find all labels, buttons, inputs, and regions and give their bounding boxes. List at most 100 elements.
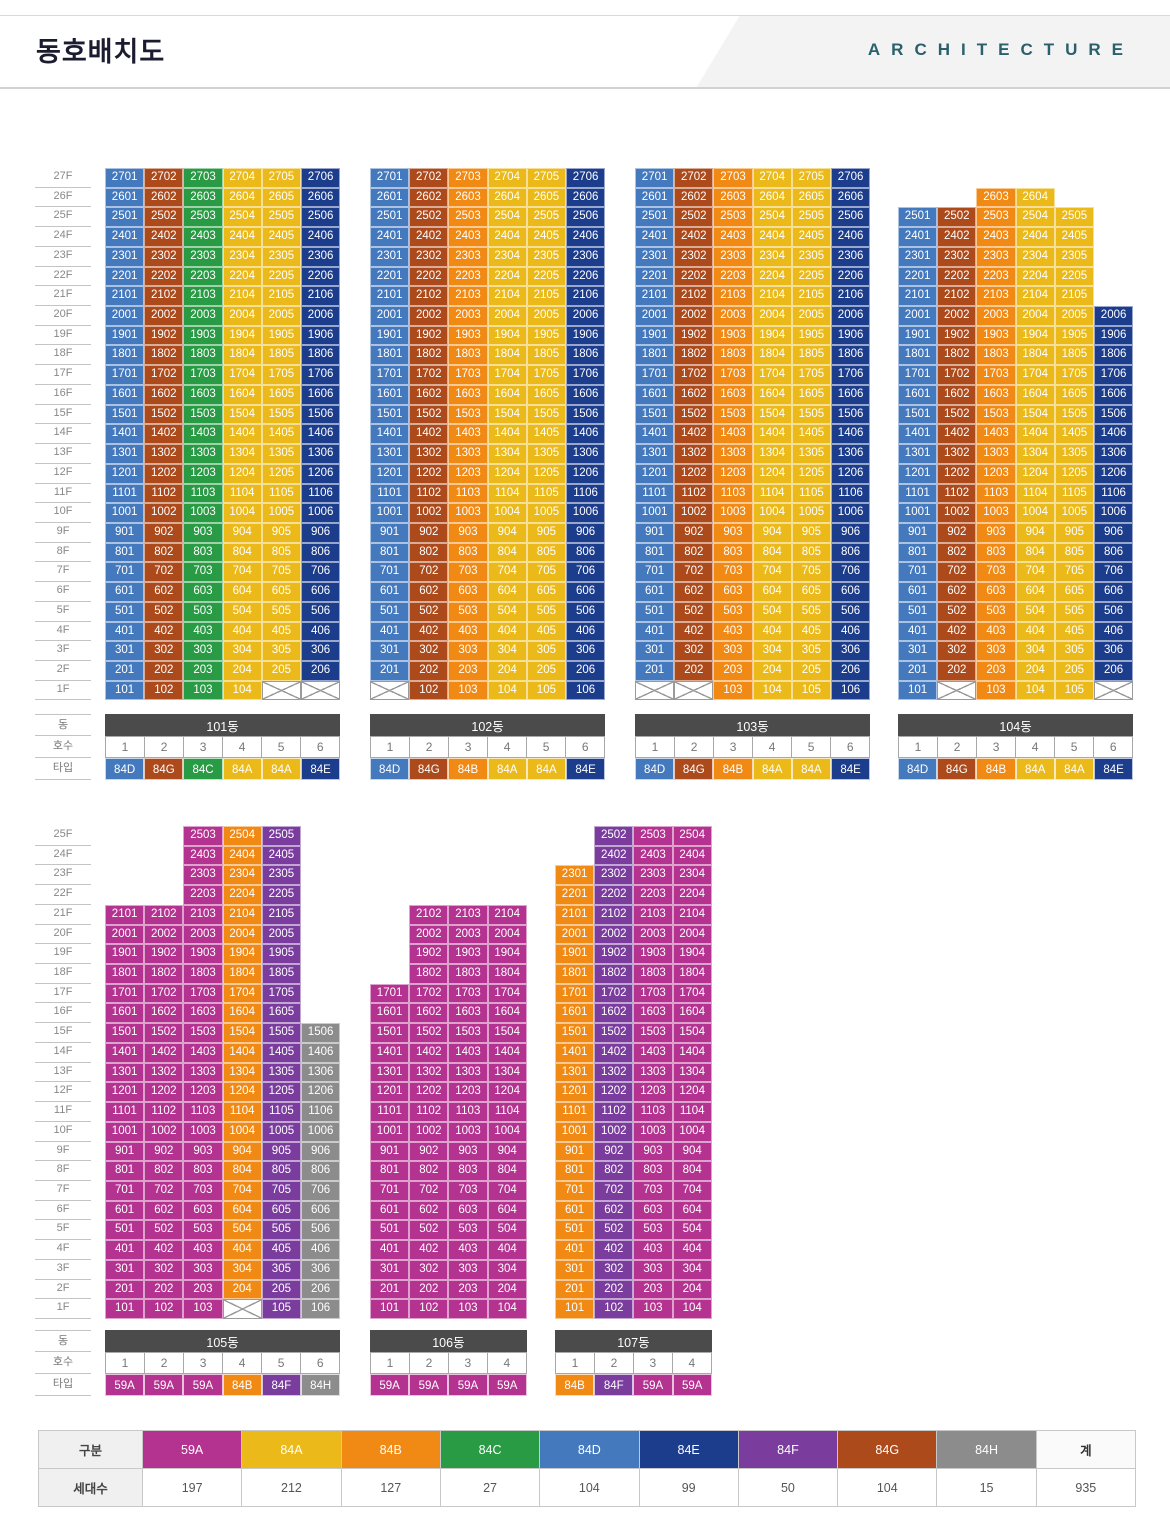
- unit-cell: 1202: [409, 463, 449, 484]
- unit-cell: 1903: [713, 325, 753, 346]
- unit-cell: 2605: [261, 187, 301, 208]
- unit-cell: 504: [752, 601, 792, 622]
- unit-cell: 201: [105, 1279, 145, 1300]
- unit-cell: 2603: [183, 187, 223, 208]
- unit-number-cell: 2: [408, 1353, 448, 1373]
- unit-cell: 1701: [370, 983, 410, 1004]
- unit-cell: 2604: [222, 187, 262, 208]
- unit-cell: 2501: [635, 207, 675, 228]
- unit-cell: 2403: [183, 845, 223, 866]
- unit-cell: 704: [752, 562, 792, 583]
- unit-cell: 1704: [222, 983, 262, 1004]
- unit-cell: 401: [898, 621, 938, 642]
- unit-cell: 2403: [183, 227, 223, 247]
- unit-cell: 2705: [526, 168, 566, 188]
- unit-cell: 2305: [526, 246, 566, 267]
- unit-cell: 1002: [674, 503, 714, 523]
- unit-cell: 2002: [937, 306, 977, 326]
- unit-cell: 1605: [791, 384, 831, 405]
- unit-cell: 1903: [633, 944, 673, 965]
- unit-cell: 2002: [144, 306, 184, 326]
- unit-cell: 602: [594, 1200, 634, 1221]
- unit-row-label: 호수: [35, 736, 91, 758]
- unit-cell: 701: [105, 562, 145, 583]
- unit-cell: 2202: [674, 266, 714, 287]
- unit-cell: 502: [409, 601, 449, 622]
- unit-cell: 1704: [1015, 365, 1055, 385]
- unit-cell: 605: [1054, 582, 1094, 602]
- unit-cell: 403: [713, 621, 753, 642]
- unit-cell: 201: [105, 661, 145, 681]
- unit-cell: 1501: [370, 1023, 410, 1043]
- unit-cell: 405: [1054, 621, 1094, 642]
- unit-cell: 1706: [1094, 365, 1134, 385]
- unit-cell: 1001: [370, 1121, 410, 1142]
- unit-cell: 1201: [555, 1082, 595, 1103]
- unit-cell: 1102: [409, 483, 449, 504]
- unit-cell: 1702: [409, 983, 449, 1004]
- unit-cell: 1806: [831, 345, 871, 366]
- unit-cell: 404: [487, 621, 527, 642]
- unit-cell: 2103: [183, 286, 223, 307]
- unit-cell: 1401: [370, 424, 410, 445]
- unit-cell: 603: [633, 1200, 673, 1221]
- unit-cell: 104: [1015, 680, 1055, 701]
- unit-cell: 1902: [144, 944, 184, 965]
- unit-cell: 803: [183, 542, 223, 563]
- unit-cell: 301: [898, 641, 938, 661]
- unit-cell: 1102: [937, 483, 977, 504]
- unit-cell: 2604: [752, 187, 792, 208]
- unit-cell: 1904: [672, 944, 712, 965]
- unit-cell: 901: [898, 522, 938, 543]
- unit-cell: 104: [487, 1299, 527, 1319]
- unit-cell: 103: [976, 680, 1016, 701]
- unit-cell: 1805: [261, 345, 301, 366]
- unit-cell: 604: [487, 582, 527, 602]
- unit-cell: 303: [183, 1259, 223, 1280]
- unit-cell: 1902: [144, 325, 184, 346]
- type-cell: 84G: [144, 758, 184, 780]
- unit-cell: 103: [448, 680, 488, 701]
- building-name-bar: 101동: [105, 714, 341, 736]
- type-row-label: 타입: [35, 758, 91, 780]
- unit-cell: 1905: [526, 325, 566, 346]
- unit-cell: 703: [633, 1180, 673, 1201]
- unit-number-cell: 1: [571, 1356, 579, 1370]
- unit-cell: 1901: [555, 944, 595, 965]
- unit-cell: 1102: [144, 483, 184, 504]
- unit-cell: 2102: [409, 904, 449, 925]
- floor-label: 1F: [35, 681, 91, 701]
- type-cell: 84A: [1015, 758, 1055, 780]
- unit-cell: 2004: [487, 306, 527, 326]
- unit-cell: 1904: [487, 944, 527, 965]
- unit-cell: 1701: [898, 365, 938, 385]
- unit-cell: 1801: [635, 345, 675, 366]
- unit-cell: 601: [370, 582, 410, 602]
- unit-cell: 302: [409, 1259, 449, 1280]
- unit-cell: 2004: [672, 924, 712, 945]
- unit-cell: 501: [898, 601, 938, 622]
- unit-cell: 202: [409, 1279, 449, 1300]
- type-cell: 84A: [261, 758, 302, 780]
- unit-cell: 2504: [672, 826, 712, 846]
- unit-cell: 602: [937, 582, 977, 602]
- unit-cell: 2403: [448, 227, 488, 247]
- unit-cell: 803: [713, 542, 753, 563]
- unit-cell: 2001: [105, 924, 145, 945]
- unit-cell: 605: [261, 582, 301, 602]
- unit-cell: 1303: [183, 444, 223, 464]
- unit-cell: 2701: [635, 168, 675, 188]
- unit-cell: 1506: [301, 404, 341, 425]
- unit-cell: 1605: [261, 384, 301, 405]
- unit-cell: 2304: [672, 865, 712, 886]
- unit-cell: 204: [222, 1279, 262, 1300]
- unit-cell: 1401: [105, 1042, 145, 1063]
- unit-cell: 1604: [752, 384, 792, 405]
- floor-label: 8F: [35, 543, 91, 563]
- unit-number-cell: 4: [671, 1353, 711, 1373]
- unit-cell: 2204: [672, 885, 712, 905]
- unit-cell: 403: [976, 621, 1016, 642]
- unit-cell: 401: [105, 621, 145, 642]
- legend-table: 구분 59A 84A 84B 84C 84D 84E 84F 84G 84H 계 세대수 197 212 1…: [38, 1430, 1136, 1507]
- legend-count-cell: 104: [838, 1469, 937, 1506]
